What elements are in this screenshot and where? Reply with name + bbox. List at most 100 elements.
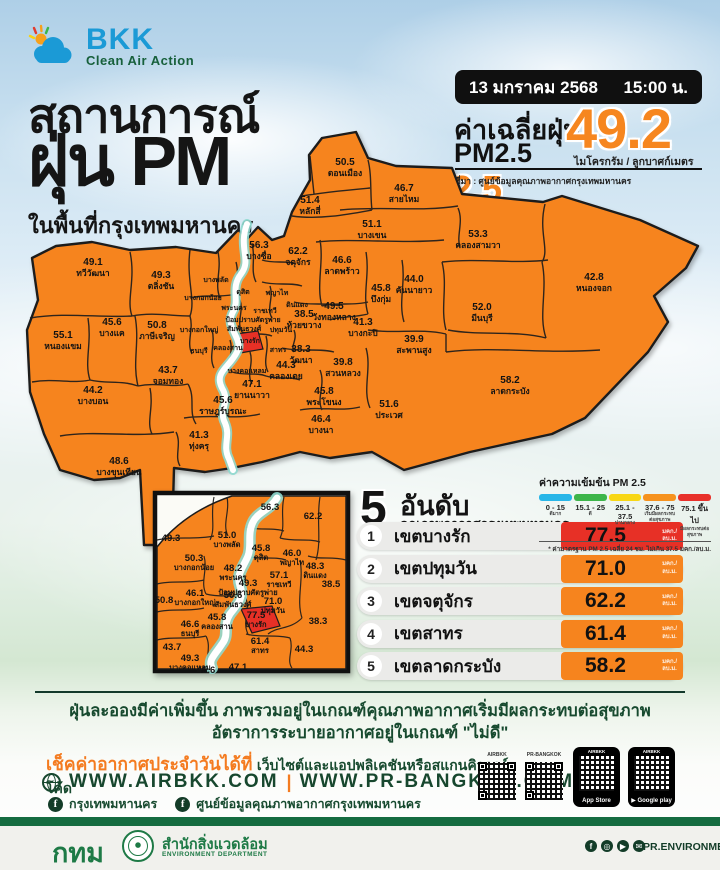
- qr-code-appstore: [579, 756, 614, 791]
- title-pm-word: PM: [130, 122, 232, 200]
- summary-divider: [35, 691, 685, 693]
- ranked-district-name: เขตลาดกระบัง: [394, 656, 502, 676]
- district-name-label: สัมพันธวงศ์: [226, 326, 262, 334]
- ranking-row: 4 เขตสาทร 61.4 มคก./ลบ.ม.: [357, 619, 683, 648]
- facebook-icon: f: [175, 796, 191, 812]
- pm-unit: มคก./ลบ.ม.: [662, 593, 677, 607]
- environment-department-seal: [122, 830, 154, 862]
- inset-river: [207, 494, 281, 672]
- district-label: 48.6 บางขุนเทียน: [96, 456, 142, 477]
- page-title-line2: ฝุ่น PM: [28, 126, 232, 196]
- inset-district-label: 62.2: [303, 510, 323, 522]
- legend-band-label: 75.1 ขึ้นไป มีผลกระทบต่อสุขภาพ: [679, 504, 710, 538]
- district-name-label: พญาไท: [265, 290, 289, 298]
- inset-district-label: 50.8: [154, 594, 174, 606]
- googleplay-qr-label: AIRBKK: [642, 749, 661, 754]
- district-label: 53.3 คลองสามวา: [455, 229, 501, 250]
- district-name-label: ดุสิต: [236, 289, 250, 297]
- pm-value: 58.2: [585, 654, 626, 677]
- pm-unit: มคก./ลบ.ม.: [662, 561, 677, 575]
- seal-inner: [128, 836, 148, 856]
- district-name-label: บางคอแหลม: [227, 368, 267, 376]
- qr-label-prbangkok: PR-BANGKOK: [526, 752, 562, 758]
- district-label: 58.2 ลาดกระบัง: [490, 375, 530, 396]
- qr-finder: [525, 762, 534, 771]
- inset-district-label: 47.1: [228, 661, 248, 673]
- district-label: 46.4 บางนา: [308, 414, 334, 435]
- social-icons: f ◎ ▶ ✉: [585, 840, 645, 852]
- facebook-icon: f: [585, 840, 597, 852]
- footer-check-line: เช็คค่าอากาศประจำวันได้ที่ เว็บไซต์และแอ…: [46, 750, 526, 800]
- pm-value-box: 62.2 มคก./ลบ.ม.: [561, 587, 683, 615]
- pm-value: 71.0: [585, 556, 626, 580]
- rank-number: 3: [360, 590, 382, 612]
- inset-district-label: 46.1 บางกอกใหญ่: [174, 587, 216, 608]
- inset-district-label: 71.0 ปทุมวัน: [261, 595, 285, 616]
- district-label: 39.8 สวนหลวง: [325, 357, 361, 378]
- avg-label-line1: ค่าเฉลี่ยฝุ่น: [454, 115, 582, 145]
- district-label: 62.2 จตุจักร: [285, 246, 311, 267]
- district-name-label: ปทุมวัน: [269, 327, 293, 335]
- legend-band: [608, 494, 642, 501]
- data-source-label: ที่มา : ศูนย์ข้อมูลคุณภาพอากาศกรุงเทพมหา…: [455, 176, 632, 186]
- qr-code-googleplay: [634, 756, 669, 791]
- legend-color-bands: [539, 494, 711, 501]
- qr-code-airbkk: [478, 762, 516, 800]
- summary-line1: ฝุ่นละอองมีค่าเพิ่มขึ้น ภาพรวมอยู่ในเกณฑ…: [69, 702, 651, 720]
- district-label: 51.4 หลักสี่: [299, 195, 321, 216]
- googleplay-qr-card: AIRBKK ▶ Google play: [628, 747, 675, 807]
- inset-districts-area: [156, 495, 347, 670]
- district-label: 45.6 บางแค: [99, 317, 125, 338]
- inset-district-label: 43.7: [162, 641, 182, 653]
- line-icon: ✉: [633, 840, 645, 852]
- qr-code-prbangkok: [525, 762, 563, 800]
- cloud-sun-icon: [28, 24, 72, 63]
- qr-finder: [525, 791, 534, 800]
- district-label: 46.6 ลาดพร้าว: [324, 255, 360, 276]
- ranking-row: 2 เขตปทุมวัน 71.0 มคก./ลบ.ม.: [357, 554, 683, 583]
- district-name-label: สาทร: [269, 347, 287, 355]
- ranking-row: 3 เขตจตุจักร 62.2 มคก./ลบ.ม.: [357, 587, 683, 615]
- pm-value-box: 71.0 มคก./ลบ.ม.: [561, 554, 683, 583]
- district-name-label: บางรัก: [240, 338, 260, 346]
- district-label: 49.1 ทวีวัฒนา: [76, 257, 110, 278]
- youtube-icon: ▶: [617, 840, 629, 852]
- pm-unit: มคก./ลบ.ม.: [662, 658, 677, 672]
- googleplay-badge-text: Google play: [637, 798, 672, 804]
- qr-finder: [478, 791, 487, 800]
- inset-district-label: 49.3 ป้อมปราบศัตรูพ่าย: [218, 577, 278, 598]
- rank-number: 1: [360, 525, 382, 547]
- ranking-row: 5 เขตลาดกระบัง 58.2 มคก./ลบ.ม.: [357, 652, 683, 680]
- page-title-line1: สถานการณ์: [28, 89, 260, 142]
- district-label: 51.1 บางเขน: [357, 219, 387, 240]
- district-label: 49.3 ตลิ่งชัน: [147, 270, 175, 291]
- legend-band: [539, 494, 572, 501]
- district-label: 45.8 บึงกุ่ม: [370, 283, 392, 304]
- inset-district-label: 61.4 สาทร: [250, 635, 270, 656]
- facebook-item-1: f กรุงเทพมหานคร: [48, 794, 157, 814]
- district-label: 56.3 บางซื่อ: [246, 240, 272, 261]
- footer-green-bar: [0, 817, 720, 826]
- bma-org-label: กทม: [52, 838, 104, 868]
- pm25-unit-label: ไมโครกรัม / ลูกบาศก์เมตร: [574, 156, 694, 168]
- district-label: 42.8 หนองจอก: [576, 272, 612, 293]
- inset-district-label: 44.3: [294, 643, 314, 655]
- district-label: 41.3 ทุ่งครุ: [188, 430, 210, 451]
- inset-district-label: 50.3 บางกอกน้อย: [173, 552, 215, 573]
- pm25-average-value: 49.2: [566, 97, 672, 160]
- ranked-district-name: เขตสาทร: [394, 624, 463, 643]
- appstore-qr-card: AIRBKK App Store: [573, 747, 620, 807]
- title-dust-word: ฝุ่น: [28, 122, 115, 200]
- inset-district-label: 49.3: [161, 532, 181, 544]
- inset-district-label: 45.6: [196, 664, 216, 676]
- footer-strip: [0, 826, 720, 870]
- logo-tagline: Clean Air Action: [86, 53, 195, 68]
- date-time-pill: 13 มกราคม 2568 15:00 น.: [455, 70, 702, 104]
- googleplay-badge: ▶ Google play: [631, 798, 672, 804]
- logo-text: BKK Clean Air Action: [86, 25, 195, 69]
- avg-label-line2: PM2.5: [454, 138, 533, 168]
- district-name-label: พระนคร: [221, 305, 247, 313]
- pm-unit: มคก./ลบ.ม.: [662, 528, 677, 542]
